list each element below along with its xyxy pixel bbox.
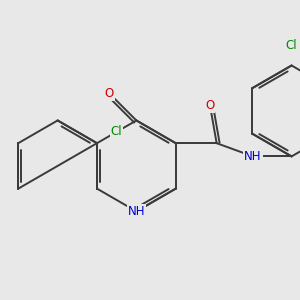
Text: Cl: Cl [286, 38, 297, 52]
Text: NH: NH [244, 150, 262, 163]
Text: NH: NH [128, 205, 145, 218]
Text: Cl: Cl [111, 125, 122, 138]
Text: O: O [104, 87, 114, 100]
Text: O: O [205, 99, 214, 112]
